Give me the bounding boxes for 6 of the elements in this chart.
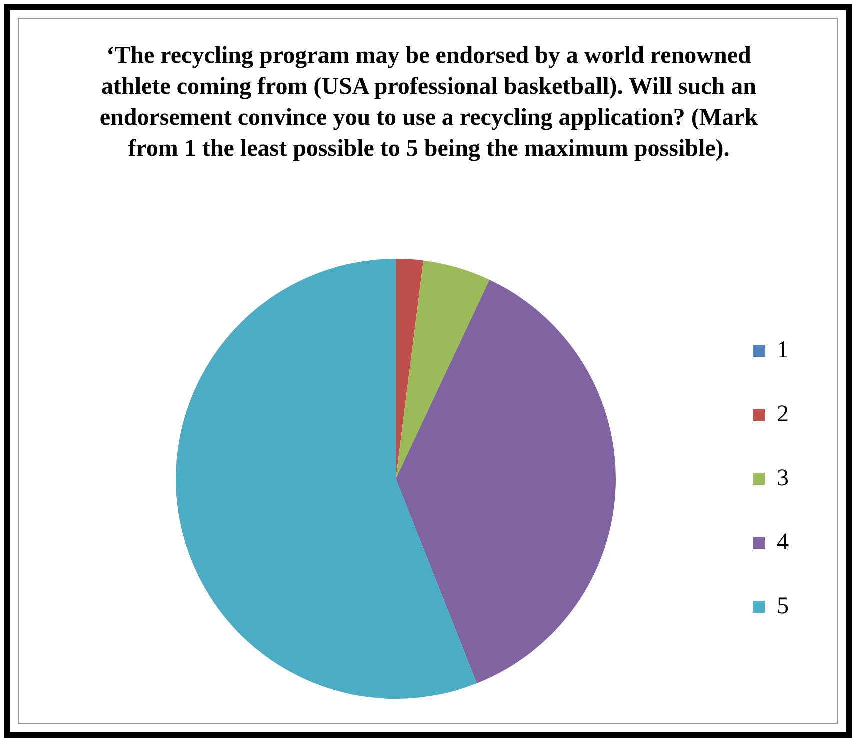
legend-label: 2 [777, 401, 789, 428]
legend-label: 1 [777, 337, 789, 364]
chart-title: ‘The recycling program may be endorsed by a world renowned athlete coming from (USA professional basketball). Will such an endorsement convince you to use a recycling application? (Mark from 1 the least possible to 5 being the maximum possible). [99, 42, 759, 164]
legend-label: 3 [777, 465, 789, 492]
legend-label: 4 [777, 529, 789, 556]
legend-label: 5 [777, 593, 789, 620]
